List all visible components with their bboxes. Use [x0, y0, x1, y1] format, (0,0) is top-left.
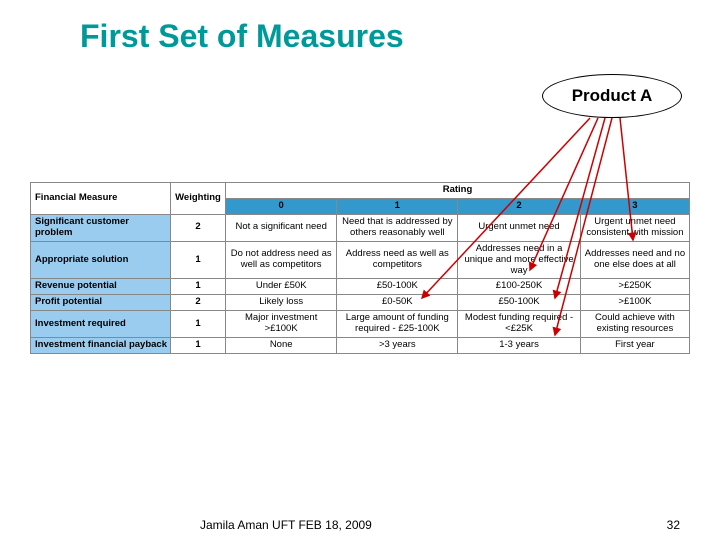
row-weight: 2	[171, 214, 226, 241]
row-label: Revenue potential	[31, 279, 171, 295]
rating-cell: Address need as well as competitors	[337, 241, 458, 279]
rating-cell: Major investment >£100K	[226, 311, 337, 338]
table-row: Appropriate solution1Do not address need…	[31, 241, 690, 279]
rating-cell: Could achieve with existing resources	[580, 311, 689, 338]
footer-page-number: 32	[667, 518, 680, 532]
row-label: Appropriate solution	[31, 241, 171, 279]
rating-cell: Addresses need and no one else does at a…	[580, 241, 689, 279]
row-weight: 2	[171, 295, 226, 311]
rating-cell: >3 years	[337, 338, 458, 354]
rating-cell: £0-50K	[337, 295, 458, 311]
rating-cell: Need that is addressed by others reasona…	[337, 214, 458, 241]
rating-cell: >£250K	[580, 279, 689, 295]
footer-author: Jamila Aman UFT FEB 18, 2009	[200, 518, 372, 532]
row-label: Investment required	[31, 311, 171, 338]
col-header-weight: Weighting	[171, 183, 226, 215]
rating-cell: Large amount of funding required - £25-1…	[337, 311, 458, 338]
col-header-measure: Financial Measure	[31, 183, 171, 215]
rating-cell: Likely loss	[226, 295, 337, 311]
table-row: Investment financial payback1None>3 year…	[31, 338, 690, 354]
rating-cell: >£100K	[580, 295, 689, 311]
row-label: Profit potential	[31, 295, 171, 311]
measures-table-wrap: Financial Measure Weighting Rating 0 1 2…	[30, 182, 690, 354]
product-callout: Product A	[542, 74, 682, 118]
col-header-rating: Rating	[226, 183, 690, 199]
rating-cell: Not a significant need	[226, 214, 337, 241]
rating-cell: 1-3 years	[458, 338, 581, 354]
rating-0: 0	[226, 198, 337, 214]
rating-cell: First year	[580, 338, 689, 354]
rating-cell: Under £50K	[226, 279, 337, 295]
row-label: Significant customer problem	[31, 214, 171, 241]
rating-cell: £50-100K	[337, 279, 458, 295]
row-weight: 1	[171, 279, 226, 295]
rating-cell: £100-250K	[458, 279, 581, 295]
slide-title: First Set of Measures	[0, 0, 720, 55]
rating-cell: Do not address need as well as competito…	[226, 241, 337, 279]
rating-1: 1	[337, 198, 458, 214]
rating-cell: Urgent unmet need consistent with missio…	[580, 214, 689, 241]
table-row: Profit potential2Likely loss£0-50K£50-10…	[31, 295, 690, 311]
rating-header-row: Financial Measure Weighting Rating	[31, 183, 690, 199]
rating-2: 2	[458, 198, 581, 214]
row-weight: 1	[171, 241, 226, 279]
row-weight: 1	[171, 338, 226, 354]
table-row: Investment required1Major investment >£1…	[31, 311, 690, 338]
rating-cell: Addresses need in a unique and more effe…	[458, 241, 581, 279]
rating-cell: Modest funding required - <£25K	[458, 311, 581, 338]
table-row: Significant customer problem2Not a signi…	[31, 214, 690, 241]
table-body: Significant customer problem2Not a signi…	[31, 214, 690, 353]
measures-table: Financial Measure Weighting Rating 0 1 2…	[30, 182, 690, 354]
rating-cell: Urgent unmet need	[458, 214, 581, 241]
rating-3: 3	[580, 198, 689, 214]
row-label: Investment financial payback	[31, 338, 171, 354]
table-row: Revenue potential1Under £50K£50-100K£100…	[31, 279, 690, 295]
rating-cell: £50-100K	[458, 295, 581, 311]
rating-cell: None	[226, 338, 337, 354]
row-weight: 1	[171, 311, 226, 338]
